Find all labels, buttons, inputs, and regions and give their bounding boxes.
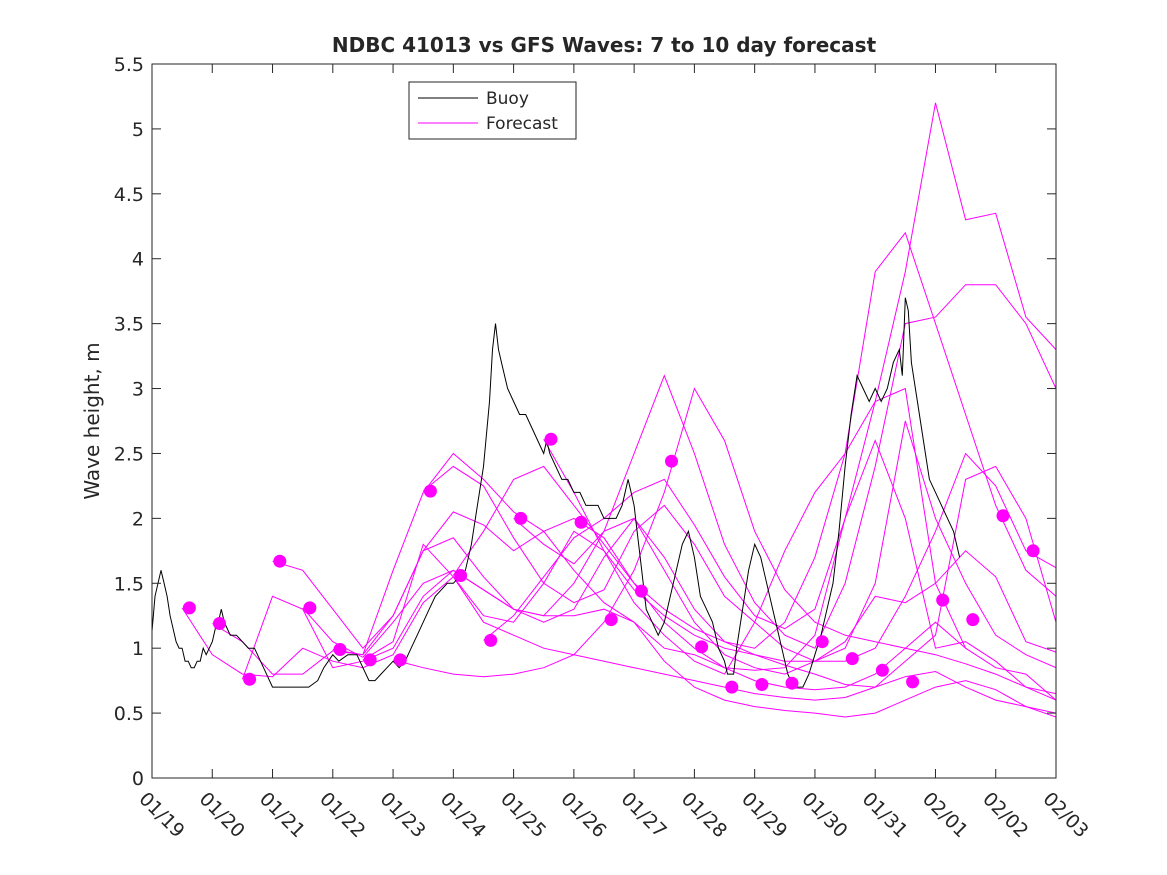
forecast-line-10 <box>452 231 1056 649</box>
forecast-marker <box>303 601 317 615</box>
y-tick-label: 2 <box>132 508 144 530</box>
forecast-marker <box>273 554 287 568</box>
forecast-marker <box>182 601 196 615</box>
forecast-line-9 <box>422 452 1056 662</box>
forecast-marker <box>454 569 468 582</box>
forecast-series-group <box>181 102 1056 718</box>
forecast-marker <box>755 678 769 691</box>
forecast-marker <box>695 640 709 654</box>
forecast-line-6 <box>332 439 1056 695</box>
y-tick-label: 5 <box>132 119 144 141</box>
buoy-series-group <box>152 297 961 688</box>
y-tick-label: 1.5 <box>114 573 144 595</box>
legend-label-buoy: Buoy <box>486 89 529 109</box>
forecast-marker <box>665 454 678 468</box>
forecast-line-4 <box>272 517 1056 675</box>
y-axis-label: Wave height, m <box>80 342 104 499</box>
forecast-line-5 <box>302 465 1056 688</box>
forecast-marker <box>875 663 889 677</box>
y-tick-label: 0 <box>132 768 144 790</box>
forecast-marker <box>1026 544 1040 558</box>
forecast-marker <box>393 653 407 667</box>
plot-area-frame <box>151 63 1057 779</box>
y-tick-label: 5.5 <box>114 54 144 76</box>
forecast-marker <box>815 635 829 649</box>
legend-box <box>408 81 577 140</box>
chart-title: NDBC 41013 vs GFS Waves: 7 to 10 day for… <box>332 33 877 57</box>
y-tick-label: 4.5 <box>114 184 144 206</box>
forecast-line-13 <box>543 420 1056 669</box>
forecast-line-8 <box>392 387 1056 701</box>
y-tick-label: 1 <box>132 638 144 660</box>
forecast-marker <box>423 484 437 498</box>
legend-label-forecast: Forecast <box>486 114 558 134</box>
forecast-marker <box>604 613 618 627</box>
forecast-marker <box>574 515 588 529</box>
legend: Buoy Forecast <box>408 81 577 140</box>
y-tick-label: 0.5 <box>114 703 144 725</box>
forecast-marker <box>966 613 980 627</box>
forecast-marker <box>936 593 950 607</box>
forecast-marker <box>514 511 528 525</box>
forecast-marker <box>996 509 1010 523</box>
forecast-marker <box>333 643 347 656</box>
forecast-marker <box>544 432 558 446</box>
y-tick-label: 3 <box>132 379 144 401</box>
forecast-marker <box>785 676 799 690</box>
y-tick-label: 4 <box>132 249 144 271</box>
forecast-markers-group <box>182 432 1040 694</box>
forecast-line-3 <box>241 569 1056 718</box>
y-tick-label: 2.5 <box>114 443 144 465</box>
forecast-marker <box>243 672 257 686</box>
forecast-line-11 <box>483 102 1056 641</box>
y-axis: 0 0.5 1 1.5 2 2.5 3 3.5 4 4.5 5 5.5 <box>114 54 1056 790</box>
forecast-marker <box>906 675 920 689</box>
forecast-marker <box>484 633 498 647</box>
forecast-line-7 <box>362 387 967 675</box>
buoy-line <box>152 297 961 688</box>
forecast-line-12 <box>513 284 1056 649</box>
forecast-marker <box>845 652 859 666</box>
y-tick-label: 3.5 <box>114 314 144 336</box>
forecast-marker <box>725 680 739 694</box>
forecast-marker <box>363 653 377 667</box>
forecast-marker <box>213 617 226 630</box>
forecast-marker <box>634 584 648 598</box>
